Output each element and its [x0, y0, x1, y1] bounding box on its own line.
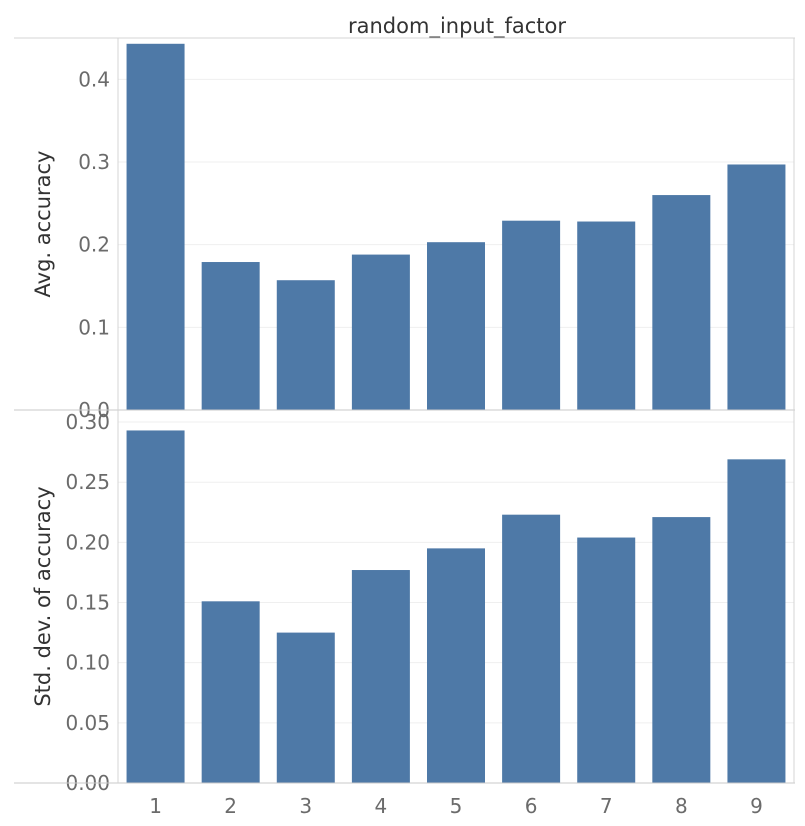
bar-5 — [427, 242, 485, 410]
x-tick-label: 5 — [450, 794, 463, 818]
y-tick-label: 0.10 — [65, 651, 110, 675]
bar-1 — [126, 430, 185, 783]
y-tick-label: 0.30 — [65, 410, 110, 434]
x-tick-label: 8 — [675, 794, 688, 818]
bar-3 — [276, 280, 335, 410]
y-tick-label: 0.15 — [65, 591, 110, 615]
bar-5 — [427, 548, 485, 783]
y-axis-label: Avg. accuracy — [31, 151, 55, 298]
y-tick-label: 0.20 — [65, 530, 110, 554]
bar-7 — [577, 537, 636, 783]
x-tick-label: 7 — [600, 794, 613, 818]
bar-6 — [502, 220, 561, 410]
x-tick-label: 9 — [750, 794, 763, 818]
bar-9 — [727, 164, 786, 410]
y-tick-label: 0.2 — [78, 233, 110, 257]
bar-4 — [351, 254, 410, 410]
y-tick-label: 0.4 — [78, 67, 110, 91]
bar-6 — [502, 514, 561, 783]
bar-1 — [126, 43, 185, 410]
x-tick-label: 1 — [149, 794, 162, 818]
y-tick-label: 0.1 — [78, 315, 110, 339]
x-tick-label: 6 — [525, 794, 538, 818]
y-tick-label: 0.3 — [78, 150, 110, 174]
bar-9 — [727, 459, 786, 783]
bar-8 — [652, 195, 711, 410]
bar-2 — [201, 601, 260, 783]
bar-3 — [276, 632, 335, 783]
x-tick-label: 4 — [375, 794, 388, 818]
bar-7 — [577, 221, 636, 410]
bar-2 — [201, 262, 260, 410]
chart-title: random_input_factor — [348, 14, 566, 39]
x-tick-label: 2 — [224, 794, 237, 818]
bar-8 — [652, 517, 711, 783]
y-axis-label: Std. dev. of accuracy — [31, 486, 55, 706]
y-tick-label: 0.05 — [65, 711, 110, 735]
y-tick-label: 0.25 — [65, 470, 110, 494]
x-tick-label: 3 — [299, 794, 312, 818]
bar-4 — [351, 570, 410, 783]
